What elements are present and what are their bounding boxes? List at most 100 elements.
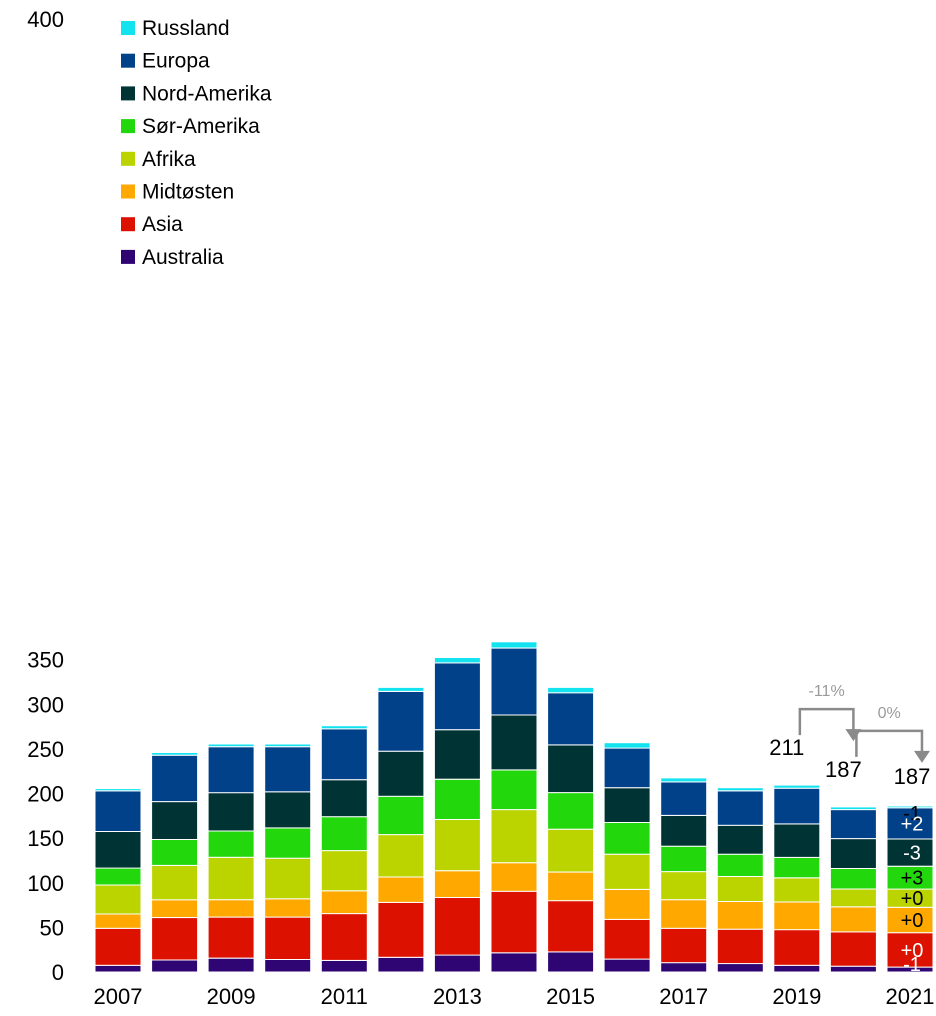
bar-segment-russland <box>547 686 595 694</box>
bar-segment-s-r-amerika <box>207 830 255 858</box>
bar-segment-australia <box>377 956 425 973</box>
bar-segment-nord-amerika <box>716 824 764 855</box>
bar-segment-europa <box>207 746 255 794</box>
bar-segment-midt-sten <box>660 899 708 929</box>
bar-segment-russland <box>151 752 199 756</box>
bar-segment-nord-amerika <box>94 831 142 869</box>
delta-label: +0 <box>901 940 924 962</box>
legend-item: Asia <box>121 213 183 236</box>
bar-segment-russland <box>320 725 368 730</box>
bar-segment-afrika <box>547 828 595 873</box>
x-tick-label: 2009 <box>207 984 256 1009</box>
bar-segment-s-r-amerika <box>603 822 651 855</box>
legend-item: Afrika <box>121 148 196 171</box>
change-arrow-line <box>855 729 924 757</box>
total-label: 187 <box>825 757 862 782</box>
bar-segment-australia <box>547 951 595 973</box>
bar-segment-nord-amerika <box>773 823 821 858</box>
x-tick-label: 2015 <box>546 984 595 1009</box>
legend-swatch <box>121 21 135 35</box>
bar-segment-s-r-amerika <box>490 769 538 811</box>
bar-segment-nord-amerika <box>433 729 481 780</box>
bar-segment-midt-sten <box>490 862 538 892</box>
x-axis: 2007 2009 2011 2013 2015 2017 2019 2021 <box>94 984 935 1009</box>
bar-segment-midt-sten <box>377 876 425 903</box>
legend-label: Nord-Amerika <box>142 82 272 105</box>
y-tick-label: 150 <box>27 826 64 851</box>
bar-segment-midt-sten <box>433 870 481 899</box>
y-tick-label: 50 <box>40 915 64 940</box>
bar-segment-australia <box>829 965 877 973</box>
bar-segment-australia <box>490 952 538 973</box>
bar-segment-s-r-amerika <box>829 868 877 890</box>
bar-segment-russland <box>264 743 312 748</box>
bar-segment-afrika <box>94 884 142 915</box>
bar-segment-russland <box>773 784 821 789</box>
bar-segment-europa <box>94 790 142 833</box>
x-tick-label: 2019 <box>772 984 821 1009</box>
bar-segment-nord-amerika <box>151 801 199 840</box>
x-tick-label: 2021 <box>886 984 935 1009</box>
y-tick-label: 400 <box>27 7 64 32</box>
bar-segment-afrika <box>151 864 199 901</box>
bar-segment-europa <box>320 728 368 781</box>
bar-segment-europa <box>660 781 708 816</box>
bar-segment-midt-sten <box>264 898 312 918</box>
x-tick-label: 2013 <box>433 984 482 1009</box>
bar-segment-europa <box>151 754 199 803</box>
y-tick-label: 0 <box>52 960 64 985</box>
bar-segment-australia <box>207 957 255 973</box>
change-arrow-head <box>913 750 930 763</box>
y-tick-label: 250 <box>27 737 64 762</box>
bar-segment-afrika <box>264 857 312 900</box>
bar-segment-midt-sten <box>829 906 877 933</box>
bar-stack-2018 <box>716 787 764 973</box>
bar-segment-midt-sten <box>151 899 199 919</box>
delta-label: -3 <box>903 843 921 865</box>
bar-stack-2011 <box>320 725 368 973</box>
bar-stack-2015 <box>547 686 595 973</box>
delta-label: +0 <box>901 888 924 910</box>
legend-item: Russland <box>121 17 230 40</box>
bar-segment-midt-sten <box>773 901 821 931</box>
bar-segment-nord-amerika <box>547 744 595 794</box>
bar-segment-asia <box>94 927 142 966</box>
legend-label: Midtøsten <box>142 181 234 204</box>
bar-stack-2016 <box>603 742 651 973</box>
bar-stack-2019 <box>773 784 821 973</box>
bar-segment-afrika <box>377 834 425 878</box>
bar-segment-afrika <box>660 871 708 901</box>
bar-segment-russland <box>490 641 538 649</box>
bar-segment-nord-amerika <box>603 787 651 824</box>
legend: Russland Europa Nord-Amerika Sør-Amerika Afr… <box>121 17 272 269</box>
total-label: 187 <box>894 764 931 789</box>
bar-segment-russland <box>603 742 651 749</box>
bar-segment-asia <box>377 901 425 958</box>
legend-swatch <box>121 86 135 101</box>
legend-item: Australia <box>121 246 224 269</box>
bar-segment-asia <box>433 897 481 956</box>
bar-stack-2009 <box>207 743 255 973</box>
bar-segment-asia <box>660 927 708 964</box>
bar-segment-europa <box>264 746 312 793</box>
legend-label: Asia <box>142 213 183 236</box>
delta-label: +2 <box>901 813 924 835</box>
bar-segment-australia <box>151 959 199 973</box>
bar-segment-asia <box>829 931 877 967</box>
legend-item: Nord-Amerika <box>121 82 272 105</box>
bar-segment-australia <box>320 959 368 973</box>
bar-segment-asia <box>490 890 538 954</box>
bar-segment-europa <box>377 690 425 752</box>
bar-segment-asia <box>603 918 651 960</box>
bar-segment-asia <box>773 929 821 966</box>
total-label: 211 <box>769 735 804 760</box>
bar-segment-nord-amerika <box>829 838 877 869</box>
bar-segment-australia <box>264 959 312 973</box>
bar-stack-2013 <box>433 657 481 973</box>
bar-segment-russland <box>716 787 764 792</box>
bar-segment-nord-amerika <box>320 779 368 818</box>
bar-segment-s-r-amerika <box>716 853 764 878</box>
delta-label: -1 <box>903 803 921 825</box>
bar-segment-s-r-amerika <box>547 792 595 830</box>
bar-segment-australia <box>660 962 708 973</box>
